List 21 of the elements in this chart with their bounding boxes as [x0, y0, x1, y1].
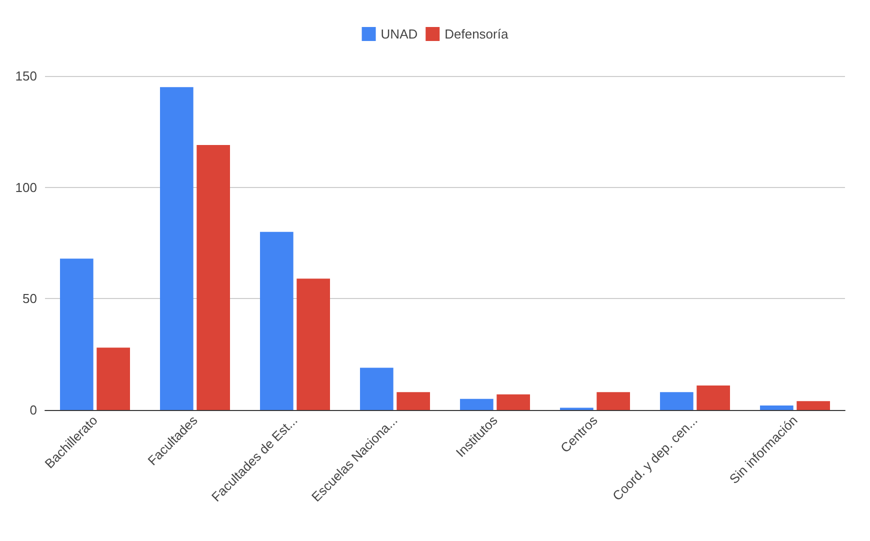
y-tick-label: 100 [15, 180, 37, 195]
bar [160, 87, 194, 410]
legend-label: UNAD [380, 26, 418, 42]
bar [596, 392, 630, 410]
bar [96, 348, 130, 410]
bar [260, 232, 294, 410]
bar [360, 368, 394, 410]
y-tick-label: 50 [22, 291, 37, 306]
bar [796, 401, 830, 410]
bar [460, 398, 494, 410]
bar [396, 392, 430, 410]
bar [760, 406, 794, 410]
bar [196, 145, 230, 410]
bar [696, 386, 730, 410]
legend-label: Defensoría [444, 26, 509, 42]
y-tick-label: 0 [30, 402, 37, 418]
bar [296, 278, 330, 410]
bar [660, 392, 694, 410]
bar [496, 394, 530, 410]
y-tick-label: 150 [15, 68, 37, 84]
bar [60, 258, 94, 410]
